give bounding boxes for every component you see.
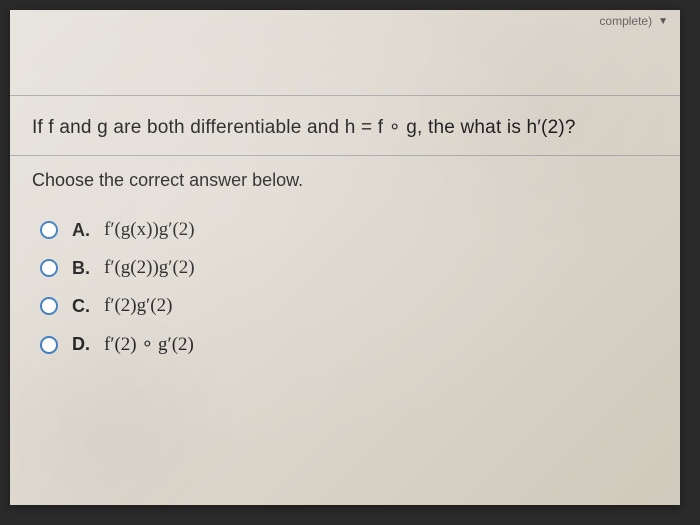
radio-icon[interactable] <box>40 336 58 354</box>
option-row-c[interactable]: C. f′(2)g′(2) <box>40 295 658 317</box>
option-label: D. <box>72 334 94 355</box>
header-status[interactable]: complete) ▼ <box>599 14 668 28</box>
option-label: B. <box>72 258 94 279</box>
question-screen: complete) ▼ If f and g are both differen… <box>10 10 680 505</box>
instruction-text: Choose the correct answer below. <box>10 156 680 201</box>
radio-icon[interactable] <box>40 259 58 277</box>
chevron-down-icon: ▼ <box>658 16 668 27</box>
question-text: If f and g are both differentiable and h… <box>10 96 680 155</box>
option-text: f′(2) ∘ g′(2) <box>104 333 194 356</box>
option-row-b[interactable]: B. f′(g(2))g′(2) <box>40 257 658 279</box>
option-label: A. <box>72 220 94 241</box>
header-partial-text: complete) <box>599 14 652 28</box>
header-strip: complete) ▼ <box>10 10 680 40</box>
option-text: f′(g(x))g′(2) <box>104 219 195 241</box>
radio-icon[interactable] <box>40 221 58 239</box>
option-row-a[interactable]: A. f′(g(x))g′(2) <box>40 219 658 241</box>
options-list: A. f′(g(x))g′(2) B. f′(g(2))g′(2) C. f′(… <box>10 201 680 382</box>
option-row-d[interactable]: D. f′(2) ∘ g′(2) <box>40 333 658 356</box>
option-text: f′(g(2))g′(2) <box>104 257 195 279</box>
option-text: f′(2)g′(2) <box>104 295 172 317</box>
option-label: C. <box>72 296 94 317</box>
radio-icon[interactable] <box>40 297 58 315</box>
